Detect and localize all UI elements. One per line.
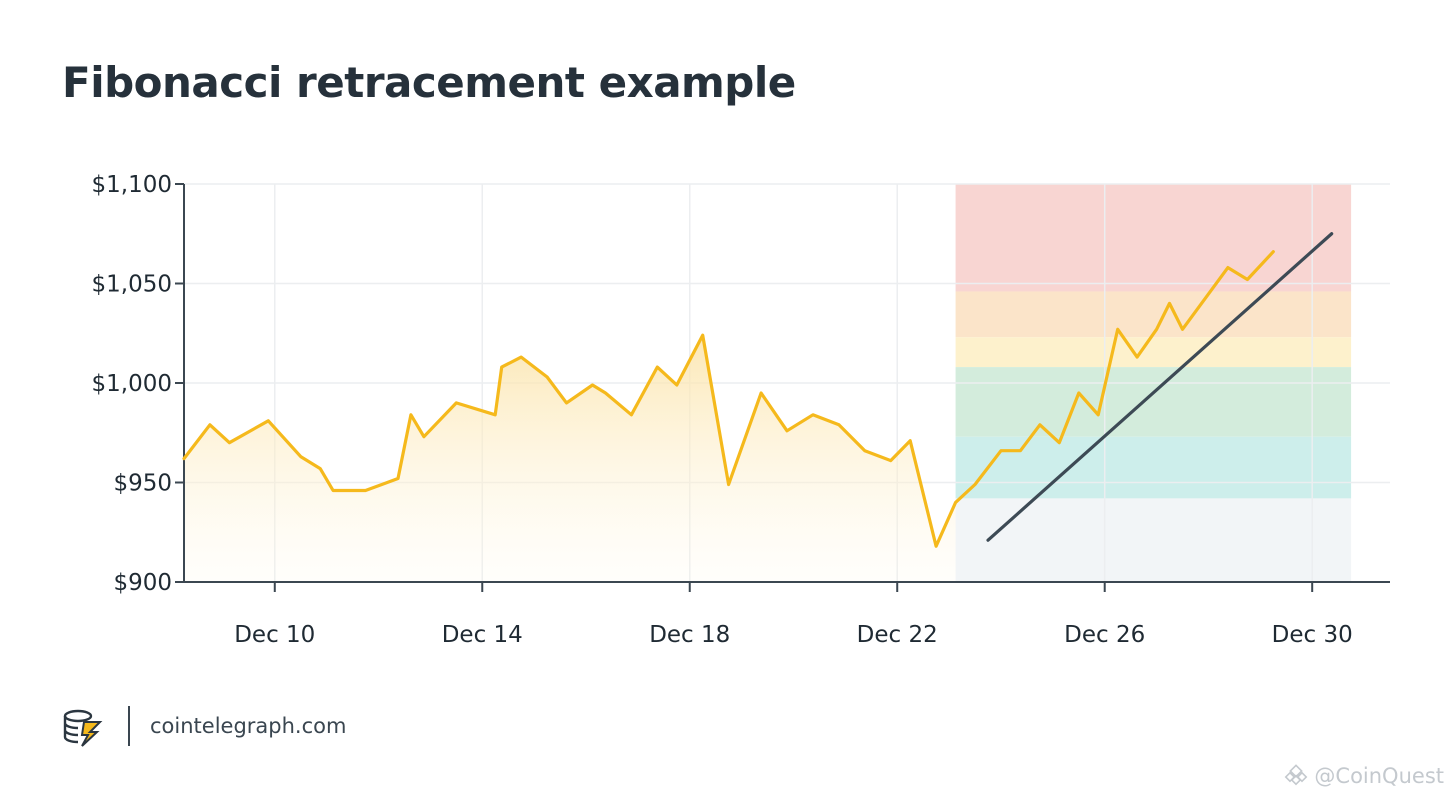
- y-tick-label: $1,050: [92, 272, 172, 298]
- y-axis-ticks: $1,100 $1,050 $1,000 $950 $900: [92, 172, 184, 596]
- chart-title: Fibonacci retracement example: [62, 58, 796, 107]
- fib-band-2: [955, 337, 1352, 368]
- watermark: @CoinQuest: [1284, 764, 1444, 788]
- x-tick-label: Dec 30: [1272, 622, 1353, 648]
- price-line: [182, 250, 1275, 548]
- price-area-fill: [184, 335, 956, 582]
- x-tick-label: Dec 26: [1064, 622, 1145, 648]
- x-tick-label: Dec 10: [234, 622, 315, 648]
- x-axis-ticks: Dec 10 Dec 14 Dec 18 Dec 22 Dec 26 Dec 30: [234, 582, 1353, 648]
- x-tick-label: Dec 18: [649, 622, 730, 648]
- fib-band-4: [955, 436, 1352, 499]
- binance-square-icon: [1285, 764, 1308, 786]
- y-tick-label: $900: [113, 570, 172, 596]
- trend-line: [986, 232, 1334, 542]
- fib-band-1: [955, 291, 1352, 338]
- y-tick-label: $1,100: [92, 172, 172, 198]
- fib-band-3: [955, 367, 1352, 437]
- fib-band-0: [955, 184, 1352, 292]
- y-tick-label: $950: [113, 471, 172, 497]
- x-tick-label: Dec 14: [442, 622, 523, 648]
- cointelegraph-logo-icon: [63, 709, 103, 747]
- site-url[interactable]: cointelegraph.com: [150, 714, 347, 738]
- y-tick-label: $1,000: [92, 371, 172, 397]
- fibonacci-levels: [955, 184, 1352, 582]
- footer-divider: [128, 706, 130, 746]
- watermark-text: @CoinQuest: [1314, 764, 1444, 788]
- fib-band-5: [955, 498, 1352, 582]
- footer: cointelegraph.com: [60, 703, 346, 749]
- x-tick-label: Dec 22: [857, 622, 938, 648]
